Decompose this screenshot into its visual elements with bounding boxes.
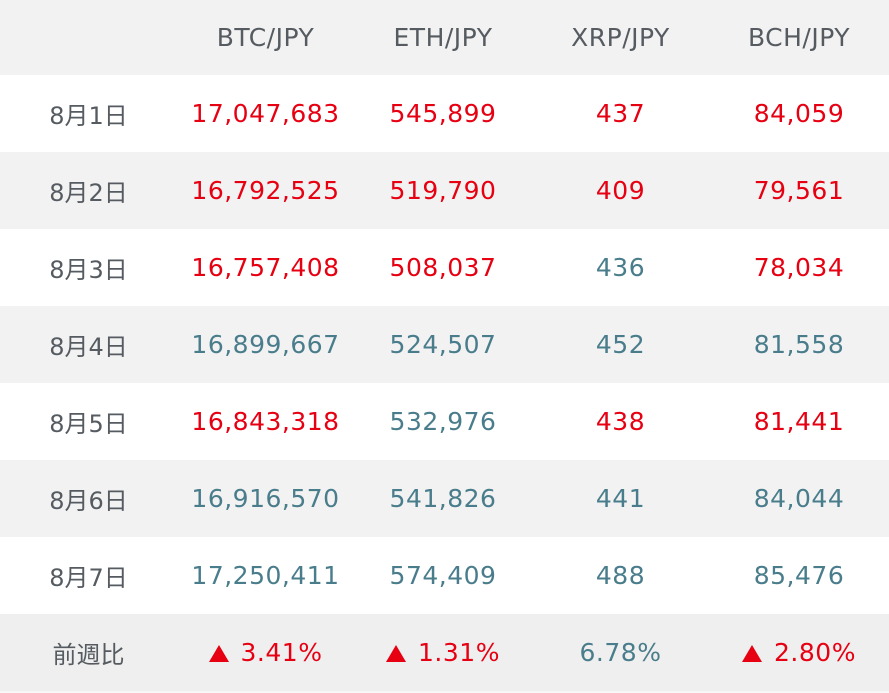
bch-price-cell: 81,441: [709, 383, 889, 460]
btc-price-cell: 16,792,525: [177, 152, 354, 229]
xrp-price-cell: 488: [532, 537, 709, 614]
date-cell: 8月7日: [0, 537, 177, 614]
btc-price-cell: 16,843,318: [177, 383, 354, 460]
btc-price-cell: 17,047,683: [177, 75, 354, 152]
header-xrp-jpy: XRP/JPY: [532, 0, 709, 75]
date-cell: 8月5日: [0, 383, 177, 460]
table-row: 8月5日 16,843,318 532,976 438 81,441: [0, 383, 889, 460]
table-row: 8月2日 16,792,525 519,790 409 79,561: [0, 152, 889, 229]
table-row: 8月6日 16,916,570 541,826 441 84,044: [0, 460, 889, 537]
btc-weekly-change: 3.41%: [177, 614, 354, 693]
header-date-cell: [0, 0, 177, 75]
bch-weekly-change-value: 2.80%: [774, 638, 856, 667]
xrp-price-cell: 409: [532, 152, 709, 229]
up-triangle-icon: [742, 645, 763, 662]
eth-price-cell: 519,790: [354, 152, 532, 229]
table-row: 8月1日 17,047,683 545,899 437 84,059: [0, 75, 889, 152]
date-cell: 8月2日: [0, 152, 177, 229]
bch-price-cell: 81,558: [709, 306, 889, 383]
eth-price-cell: 508,037: [354, 229, 532, 306]
header-eth-jpy: ETH/JPY: [354, 0, 532, 75]
eth-price-cell: 541,826: [354, 460, 532, 537]
bch-price-cell: 84,059: [709, 75, 889, 152]
table-body: 8月1日 17,047,683 545,899 437 84,059 8月2日 …: [0, 75, 889, 693]
bch-price-cell: 84,044: [709, 460, 889, 537]
bch-price-cell: 79,561: [709, 152, 889, 229]
xrp-price-cell: 452: [532, 306, 709, 383]
btc-weekly-change-value: 3.41%: [240, 638, 323, 667]
xrp-price-cell: 437: [532, 75, 709, 152]
eth-price-cell: 524,507: [354, 306, 532, 383]
date-cell: 8月6日: [0, 460, 177, 537]
header-btc-jpy: BTC/JPY: [177, 0, 354, 75]
weekly-change-row: 前週比 3.41% 1.31% 6.78% 2.80%: [0, 614, 889, 693]
bch-weekly-change: 2.80%: [709, 614, 889, 693]
bch-price-cell: 85,476: [709, 537, 889, 614]
btc-price-cell: 16,916,570: [177, 460, 354, 537]
xrp-price-cell: 438: [532, 383, 709, 460]
xrp-price-cell: 436: [532, 229, 709, 306]
xrp-weekly-change-value: 6.78%: [579, 638, 662, 667]
btc-price-cell: 16,899,667: [177, 306, 354, 383]
date-cell: 8月1日: [0, 75, 177, 152]
eth-price-cell: 532,976: [354, 383, 532, 460]
eth-price-cell: 545,899: [354, 75, 532, 152]
table-row: 8月7日 17,250,411 574,409 488 85,476: [0, 537, 889, 614]
header-row: BTC/JPY ETH/JPY XRP/JPY BCH/JPY: [0, 0, 889, 75]
table-header: BTC/JPY ETH/JPY XRP/JPY BCH/JPY: [0, 0, 889, 75]
header-bch-jpy: BCH/JPY: [709, 0, 889, 75]
table-row: 8月4日 16,899,667 524,507 452 81,558: [0, 306, 889, 383]
btc-price-cell: 16,757,408: [177, 229, 354, 306]
eth-price-cell: 574,409: [354, 537, 532, 614]
date-cell: 8月3日: [0, 229, 177, 306]
up-triangle-icon: [386, 645, 407, 662]
table-row: 8月3日 16,757,408 508,037 436 78,034: [0, 229, 889, 306]
weekly-change-label: 前週比: [0, 614, 177, 693]
eth-weekly-change: 1.31%: [354, 614, 532, 693]
btc-price-cell: 17,250,411: [177, 537, 354, 614]
date-cell: 8月4日: [0, 306, 177, 383]
eth-weekly-change-value: 1.31%: [418, 638, 500, 667]
xrp-price-cell: 441: [532, 460, 709, 537]
up-triangle-icon: [208, 645, 229, 662]
bch-price-cell: 78,034: [709, 229, 889, 306]
xrp-weekly-change: 6.78%: [532, 614, 709, 693]
